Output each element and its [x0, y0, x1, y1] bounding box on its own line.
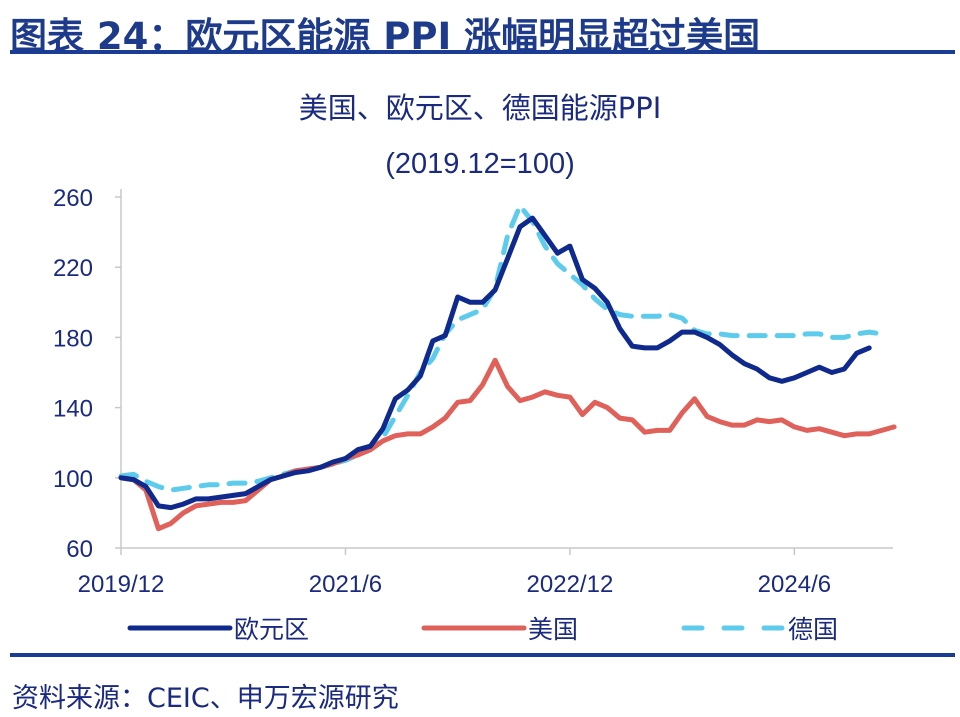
- x-tick-label: 2024/6: [758, 571, 831, 598]
- legend-label-us: 美国: [528, 615, 578, 644]
- chart-title: 美国、欧元区、德国能源PPI: [298, 91, 662, 125]
- chart-subtitle: (2019.12=100): [385, 148, 575, 180]
- y-tick-label: 220: [53, 255, 93, 282]
- legend-label-germany: 德国: [788, 615, 838, 644]
- y-tick-label: 180: [53, 325, 93, 352]
- source-note: 资料来源：CEIC、申万宏源研究: [12, 683, 399, 714]
- y-tick-label: 100: [53, 466, 93, 493]
- series-line-us: [118, 357, 897, 532]
- x-tick-label: 2019/12: [78, 571, 165, 598]
- x-tick-label: 2021/6: [309, 571, 382, 598]
- y-tick-label: 260: [53, 185, 93, 212]
- y-tick-label: 60: [66, 536, 93, 563]
- x-tick-label: 2022/12: [527, 571, 614, 598]
- series-line-germany: [118, 203, 885, 493]
- y-tick-label: 140: [53, 396, 93, 423]
- footer-divider: [10, 653, 955, 657]
- legend-label-eurozone: 欧元区: [234, 615, 309, 644]
- title-divider: [10, 50, 955, 54]
- series-line-eurozone: [118, 215, 872, 511]
